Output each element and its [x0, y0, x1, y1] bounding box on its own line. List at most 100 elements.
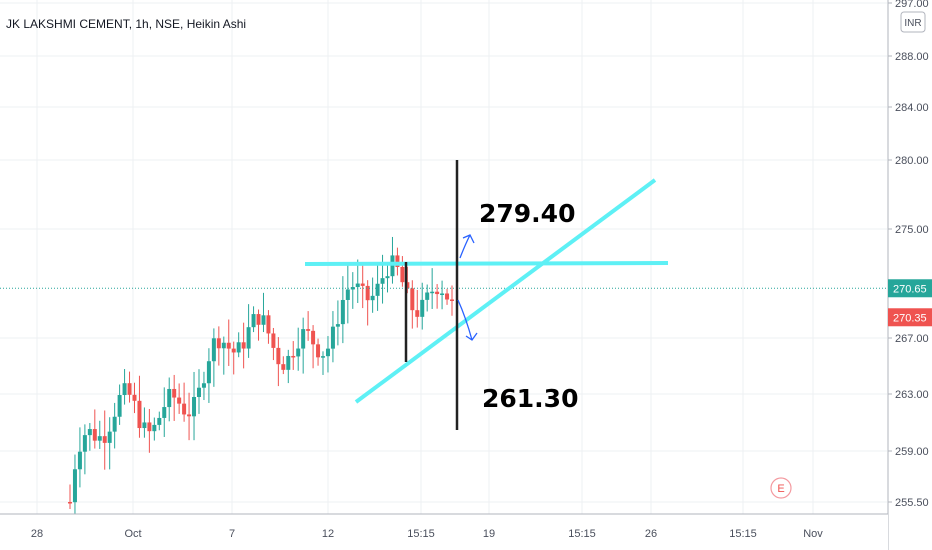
y-tick-label: 267.00	[895, 333, 929, 345]
y-tick-label: 280.00	[895, 155, 929, 167]
candle-body	[301, 329, 306, 349]
candle-body	[325, 348, 330, 357]
candle-body	[445, 293, 450, 300]
y-tick-label: 275.00	[895, 224, 929, 236]
candle-body	[420, 299, 425, 317]
down-arrow-icon	[457, 299, 478, 341]
x-tick-label: 28	[31, 528, 43, 540]
candle-body	[196, 387, 201, 397]
candle-body	[345, 289, 350, 300]
candle-body	[291, 355, 296, 358]
previous-price-tag	[888, 308, 932, 327]
currency-badge	[900, 11, 926, 33]
candle-body	[236, 342, 241, 353]
candle-body	[256, 314, 261, 325]
chart-title: JK LAKSHMI CEMENT, 1h, NSE, Heikin Ashi	[6, 17, 247, 31]
candle-body	[157, 417, 162, 425]
candle-body	[211, 338, 216, 362]
currency-badge-label: INR	[904, 18, 921, 29]
upper-target-label: 279.40	[479, 199, 575, 228]
candle-body	[72, 469, 77, 503]
candle-body	[385, 276, 390, 279]
x-tick-label: 15:15	[568, 528, 596, 540]
candle-body	[192, 396, 197, 417]
candle-body	[296, 348, 301, 357]
current-price-label: 270.65	[893, 283, 927, 295]
candle-body	[450, 299, 454, 301]
y-tick-label: 259.00	[895, 446, 929, 458]
candle-body	[246, 327, 251, 349]
candle-body	[405, 282, 410, 289]
candle-body	[380, 278, 385, 284]
candle-body	[350, 287, 355, 290]
current-price-tag	[888, 279, 932, 298]
candle-body	[127, 383, 132, 395]
candle-body	[355, 283, 360, 288]
candle-body	[147, 422, 152, 432]
candle-body	[132, 394, 137, 401]
candle-body	[122, 383, 127, 396]
candle-body	[87, 429, 92, 436]
x-tick-label: Nov	[803, 528, 823, 540]
candle-body	[435, 291, 440, 295]
candle-body	[281, 364, 286, 370]
x-tick-label: 19	[483, 528, 495, 540]
y-tick-label: 263.00	[895, 389, 929, 401]
candle-body	[370, 295, 375, 301]
candle-body	[316, 344, 321, 358]
candle-body	[68, 502, 72, 504]
candle-body	[137, 400, 142, 429]
candle-body	[425, 292, 430, 300]
candle-body	[216, 338, 221, 349]
candle-body	[162, 407, 167, 418]
x-tick-label: 26	[645, 528, 657, 540]
x-tick-label: 12	[322, 528, 334, 540]
y-tick-label: 284.00	[895, 102, 929, 114]
candle-body	[430, 291, 435, 294]
candle-body	[177, 397, 182, 404]
y-tick-label: 297.00	[895, 0, 929, 10]
candle-body	[251, 314, 256, 328]
candle-body	[142, 422, 147, 429]
arrows	[457, 234, 478, 341]
lower-target-label: 261.30	[482, 384, 578, 413]
candle-body	[335, 324, 340, 327]
candle-body	[187, 414, 192, 417]
candle-body	[390, 255, 395, 277]
candle-body	[395, 255, 400, 268]
candle-body	[375, 283, 380, 296]
price-axis-bg	[888, 0, 932, 550]
candle-body	[152, 424, 157, 432]
candle-body	[415, 310, 420, 317]
candle-body	[276, 347, 281, 365]
y-tick-label: 288.00	[895, 51, 929, 63]
candle-body	[365, 285, 370, 301]
candle-body	[440, 293, 445, 295]
candle-body	[117, 395, 122, 417]
candle-body	[107, 431, 112, 443]
candle-body	[241, 342, 246, 349]
candle-body	[92, 429, 97, 441]
candle-body	[206, 361, 211, 384]
time-axis-bg	[0, 514, 888, 550]
candle-body	[182, 403, 187, 415]
candle-body	[271, 333, 276, 348]
candle-body	[77, 451, 82, 470]
support-line	[354, 178, 657, 404]
grid	[0, 0, 887, 514]
candle-body	[360, 283, 365, 286]
candle-body	[167, 388, 172, 408]
previous-price-label: 270.35	[893, 312, 927, 324]
candle-body	[340, 299, 345, 325]
candle-body	[330, 326, 335, 349]
candle-body	[410, 288, 415, 311]
x-tick-label: 15:15	[729, 528, 757, 540]
resistance-line	[304, 261, 669, 266]
candle-body	[82, 435, 87, 452]
candle-body	[266, 315, 271, 334]
x-tick-label: Oct	[124, 528, 141, 540]
candle-body	[201, 383, 206, 388]
candle-body	[286, 355, 291, 370]
up-arrow-icon	[459, 234, 475, 259]
